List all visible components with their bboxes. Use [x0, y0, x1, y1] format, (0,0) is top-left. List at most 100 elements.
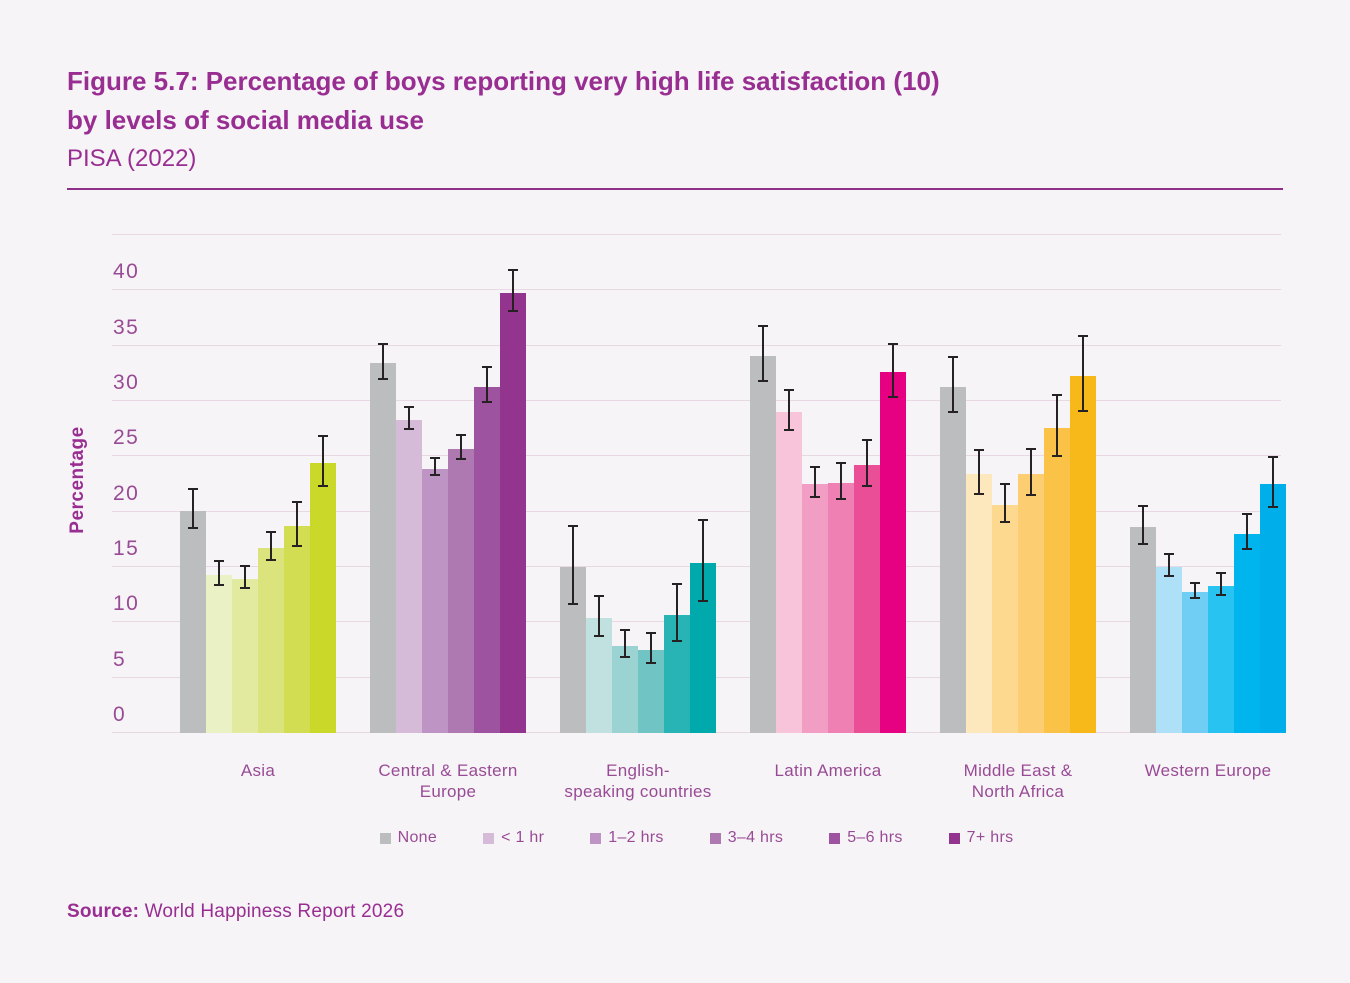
error-bar-asia-1-hr	[214, 559, 224, 586]
error-bar-western-europe-5-6-hrs	[1242, 513, 1252, 551]
figure-header: Figure 5.7: Percentage of boys reporting…	[67, 62, 1287, 176]
bar-central-eastern-europe-5-6-hrs	[474, 386, 500, 733]
legend-item-1-hr: < 1 hr	[483, 829, 544, 847]
error-bar-middle-east-north-africa-3-4-hrs	[1026, 447, 1036, 497]
bar-asia-3-4-hrs	[258, 548, 284, 733]
gridline-35	[112, 344, 1281, 346]
error-bar-latin-america-1-2-hrs	[810, 465, 820, 499]
legend-item-7-hrs: 7+ hrs	[948, 829, 1014, 847]
legend-label-7-hrs: 7+ hrs	[966, 829, 1014, 846]
error-bar-western-europe-1-2-hrs	[1190, 581, 1200, 600]
title-divider-rule	[67, 188, 1283, 190]
bar-middle-east-north-africa-1-2-hrs	[992, 505, 1018, 733]
error-bar-asia-1-2-hrs	[240, 565, 250, 590]
error-bar-english-speaking-countries-1-2-hrs	[620, 629, 630, 658]
bar-central-eastern-europe-7-hrs	[500, 292, 526, 733]
x-axis-label-asia: Asia	[240, 761, 276, 780]
y-tick-label-40: 40	[113, 260, 140, 284]
error-bar-latin-america-1-hr	[784, 389, 794, 431]
gridline-25	[112, 455, 1281, 457]
legend-swatch-1-2-hrs	[590, 832, 602, 844]
bar-latin-america-none	[750, 355, 776, 733]
error-bar-latin-america-5-6-hrs	[862, 439, 872, 488]
bar-asia-1-2-hrs	[232, 579, 258, 733]
bar-western-europe-none	[1130, 527, 1156, 733]
gridline-30	[112, 400, 1281, 401]
error-bar-western-europe-none	[1138, 505, 1148, 545]
bar-group-english-speaking-countries	[560, 235, 716, 733]
y-tick-label-20: 20	[113, 481, 140, 505]
error-bar-central-eastern-europe-7-hrs	[508, 268, 518, 313]
legend-label-5-6-hrs: 5–6 hrs	[847, 829, 903, 846]
x-axis-label-latin-america: Latin America	[774, 761, 882, 780]
bar-group-latin-america	[750, 235, 906, 733]
bar-latin-america-1-2-hrs	[802, 484, 828, 733]
error-bar-middle-east-north-africa-5-6-hrs	[1052, 393, 1062, 458]
legend-label-1-hr: < 1 hr	[501, 829, 545, 846]
x-axis-label-english-speaking-countries: English-speaking countries	[564, 761, 712, 801]
x-axis-labels: Asia Central & Eastern Europe English-speak…	[112, 760, 1281, 820]
y-tick-label-5: 5	[113, 647, 127, 671]
legend-swatch-1-hr	[483, 832, 495, 844]
source-text: World Happiness Report 2026	[144, 901, 405, 922]
source-label: Source:	[67, 901, 140, 922]
y-tick-label-0: 0	[113, 703, 127, 726]
x-axis-label-western-europe: Western Europe	[1144, 761, 1272, 780]
error-bar-central-eastern-europe-5-6-hrs	[482, 366, 492, 404]
bar-western-europe-1-2-hrs	[1182, 592, 1208, 733]
bar-asia-1-hr	[206, 574, 232, 733]
error-bar-central-eastern-europe-1-hr	[404, 405, 414, 430]
y-tick-label-15: 15	[113, 537, 140, 561]
x-axis-label-middle-east-north-africa: Middle East & North Africa	[963, 761, 1073, 801]
plot-area: 0 5 10 15 20 25 30 35 40	[112, 234, 1286, 733]
source-note: Source: World Happiness Report 2026	[67, 901, 404, 923]
error-bar-english-speaking-countries-7-hrs	[698, 518, 708, 603]
bar-middle-east-north-africa-3-4-hrs	[1018, 474, 1044, 733]
bar-western-europe-1-hr	[1156, 567, 1182, 733]
error-bar-latin-america-none	[758, 325, 768, 383]
bar-asia-5-6-hrs	[284, 526, 310, 733]
bar-middle-east-north-africa-5-6-hrs	[1044, 427, 1070, 733]
bar-western-europe-7-hrs	[1260, 484, 1286, 733]
error-bar-asia-3-4-hrs	[266, 530, 276, 562]
error-bar-middle-east-north-africa-none	[948, 356, 958, 414]
bar-western-europe-5-6-hrs	[1234, 533, 1260, 733]
error-bar-western-europe-7-hrs	[1268, 455, 1278, 509]
error-bar-english-speaking-countries-1-hr	[594, 595, 604, 637]
bar-latin-america-1-hr	[776, 412, 802, 733]
error-bar-central-eastern-europe-none	[378, 342, 388, 380]
bar-middle-east-north-africa-1-hr	[966, 474, 992, 733]
x-axis-label-central-eastern-europe: Central & Eastern Europe	[378, 761, 518, 801]
error-bar-central-eastern-europe-3-4-hrs	[456, 433, 466, 460]
legend-item-5-6-hrs: 5–6 hrs	[829, 829, 902, 847]
legend-item-3-4-hrs: 3–4 hrs	[709, 829, 784, 847]
bar-group-central-eastern-europe	[370, 235, 526, 733]
gridline-40	[112, 289, 1281, 291]
bar-middle-east-north-africa-7-hrs	[1070, 375, 1096, 733]
error-bar-latin-america-7-hrs	[888, 342, 898, 398]
error-bar-asia-5-6-hrs	[292, 501, 302, 548]
legend-label-none: None	[397, 829, 438, 846]
error-bar-middle-east-north-africa-7-hrs	[1078, 335, 1088, 413]
legend-label-1-2-hrs: 1–2 hrs	[608, 829, 664, 846]
bar-central-eastern-europe-1-hr	[396, 419, 422, 733]
bar-group-western-europe	[1130, 235, 1286, 733]
bar-central-eastern-europe-1-2-hrs	[422, 468, 448, 733]
y-tick-label-10: 10	[113, 592, 140, 616]
y-tick-label-35: 35	[113, 315, 140, 339]
bar-western-europe-3-4-hrs	[1208, 585, 1234, 733]
error-bar-asia-none	[188, 487, 198, 530]
legend-swatch-7-hrs	[948, 832, 960, 844]
error-bar-middle-east-north-africa-1-2-hrs	[1000, 483, 1010, 523]
error-bar-english-speaking-countries-3-4-hrs	[646, 631, 656, 665]
error-bar-latin-america-3-4-hrs	[836, 462, 846, 500]
legend-item-none: None	[379, 829, 438, 847]
legend-swatch-none	[379, 832, 391, 844]
legend-label-3-4-hrs: 3–4 hrs	[727, 829, 784, 846]
bar-middle-east-north-africa-none	[940, 386, 966, 733]
y-axis-title: Percentage	[67, 426, 88, 534]
error-bar-english-speaking-countries-5-6-hrs	[672, 582, 682, 643]
bar-latin-america-3-4-hrs	[828, 482, 854, 733]
error-bar-western-europe-3-4-hrs	[1216, 571, 1226, 596]
